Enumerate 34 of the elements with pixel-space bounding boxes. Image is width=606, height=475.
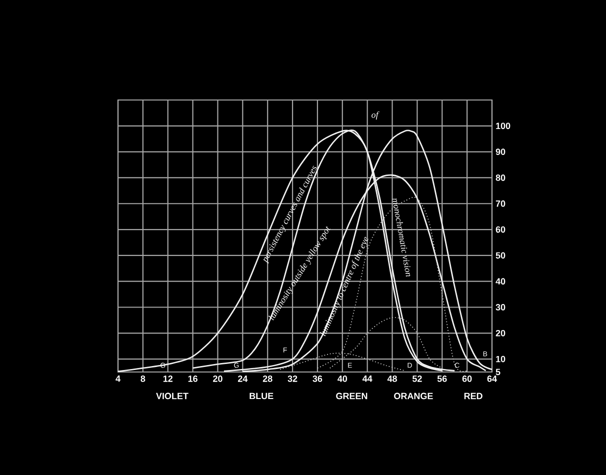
x-tick-label: 40 xyxy=(338,376,348,382)
text: VIOLET xyxy=(156,392,188,400)
text: ORANGE xyxy=(394,392,433,400)
y-tick-label: 20 xyxy=(496,330,506,336)
x-tick-label: 8 xyxy=(140,376,146,382)
annotation: monochromatic vision xyxy=(392,198,410,277)
x-tick-label: 64 xyxy=(487,376,497,382)
x-tick-label: 48 xyxy=(387,376,397,382)
x-tick-label: 60 xyxy=(462,376,472,382)
x-tick-label: 32 xyxy=(288,376,298,382)
y-tick-label: 90 xyxy=(496,148,506,155)
x-tick-label: 44 xyxy=(362,376,372,382)
x-tick-label: 28 xyxy=(262,376,272,382)
x-tick-label: 20 xyxy=(213,376,222,382)
text: RED xyxy=(464,392,482,400)
text: BLUE xyxy=(250,392,274,400)
y-tick-label: 70 xyxy=(496,200,506,207)
y-tick-label: 10 xyxy=(496,356,506,362)
x-tick-label: 24 xyxy=(238,376,248,382)
y-tick-label: 5 xyxy=(496,368,500,376)
y-tick-label: 60 xyxy=(496,226,506,233)
y-tick-label: 80 xyxy=(496,174,506,181)
y-tick-label: 100 xyxy=(496,122,510,130)
x-tick-label: 12 xyxy=(163,376,173,382)
x-tick-label: 52 xyxy=(412,376,422,382)
y-tick-label: 30 xyxy=(496,304,506,310)
x-tick-label: 16 xyxy=(188,376,198,382)
x-tick-label: 56 xyxy=(437,376,447,382)
x-tick-label: 4 xyxy=(116,376,120,382)
y-tick-label: 50 xyxy=(496,252,506,259)
y-tick-label: 40 xyxy=(496,278,506,285)
x-tick-label: 36 xyxy=(312,376,322,382)
annotation: of xyxy=(372,111,380,120)
text: GREEN xyxy=(336,392,368,400)
